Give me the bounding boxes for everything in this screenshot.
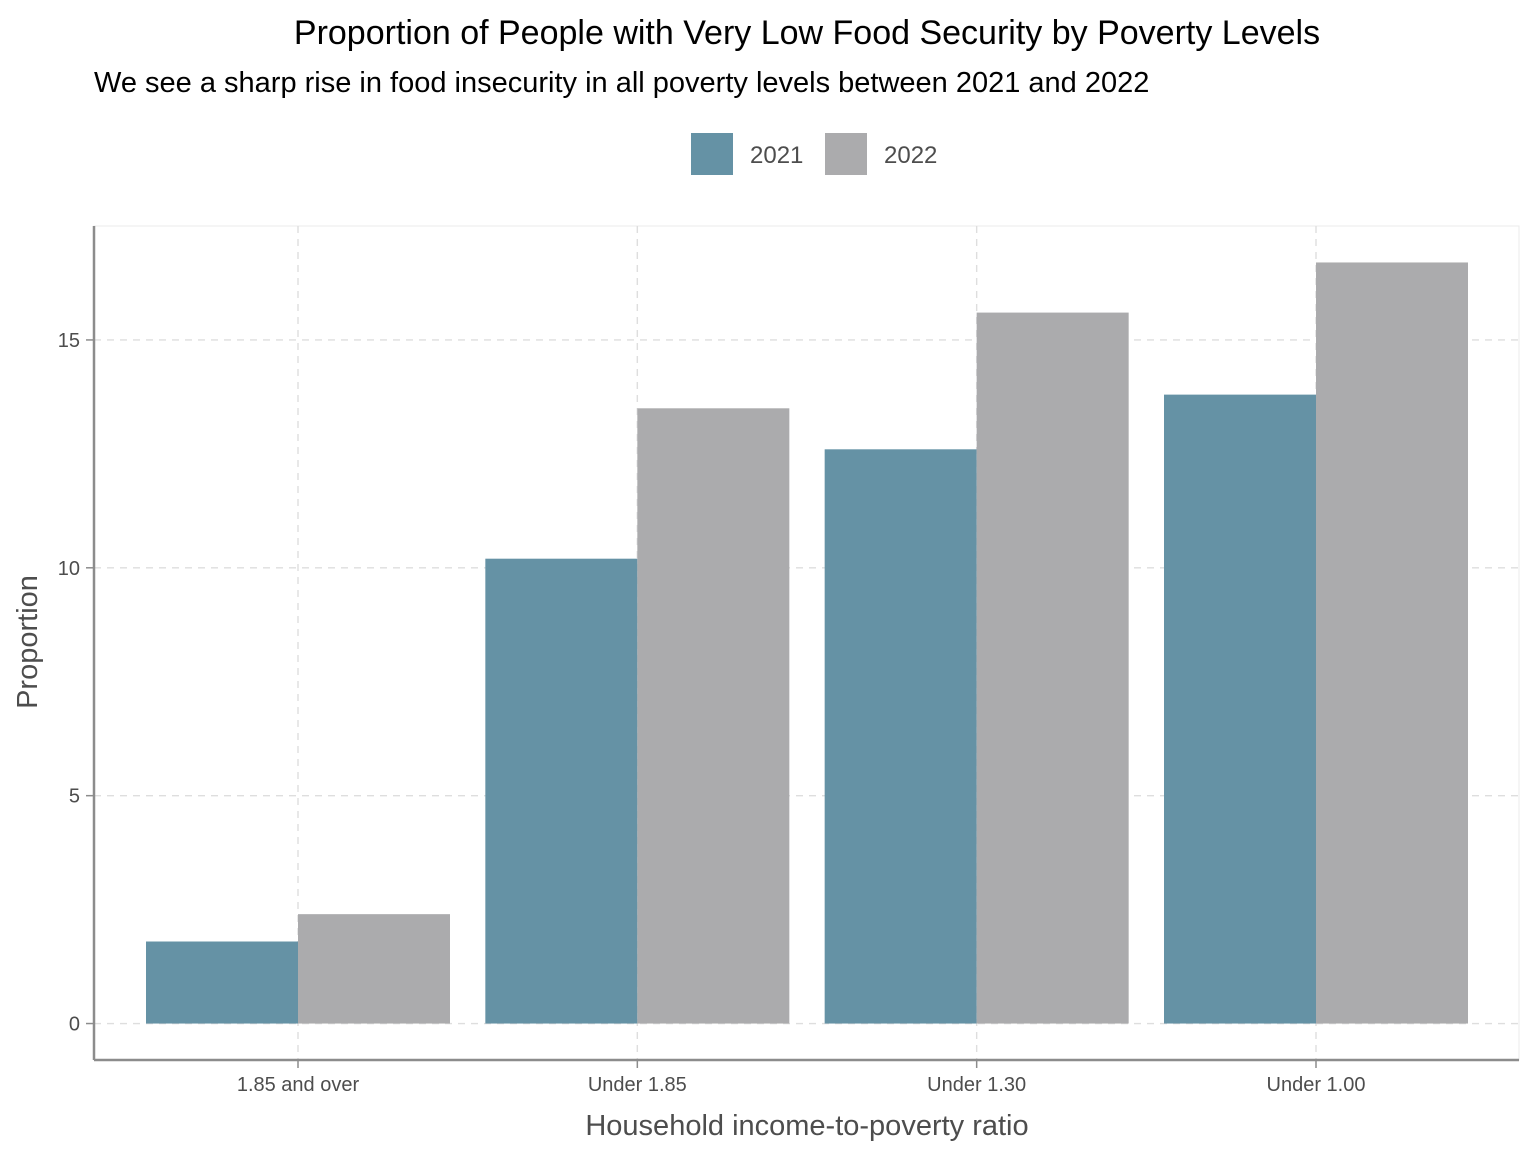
x-tick-label: Under 1.30 [927,1074,1026,1096]
legend: 2021 2022 [691,133,937,175]
x-axis-title: Household income-to-poverty ratio [585,1110,1028,1142]
y-axis-title: Proportion [12,575,44,709]
plot-area: 0 5 10 15 1.85 and over Under 1.85 Under 1.30 U… [58,225,1520,1096]
y-tick-label: 10 [58,558,80,580]
bar-2021-1 [485,558,638,1024]
bar-2022-0 [298,914,450,1024]
bar-2022-2 [976,312,1129,1024]
legend-swatch-2022 [825,133,867,175]
x-tick-label: Under 1.00 [1267,1074,1366,1096]
bar-2022-3 [1316,262,1468,1024]
chart-subtitle: We see a sharp rise in food insecurity i… [94,67,1149,99]
legend-label-2022: 2022 [884,142,937,169]
bar-2022-1 [637,408,790,1024]
x-tick-label: Under 1.85 [588,1074,687,1096]
bar-2021-0 [146,941,298,1024]
y-tick-label: 15 [58,330,80,352]
bar-2021-2 [824,449,977,1024]
legend-label-2021: 2021 [750,142,803,169]
bar-2021-3 [1164,394,1316,1024]
chart-title: Proportion of People with Very Low Food … [294,14,1320,52]
x-tick-label: 1.85 and over [237,1074,360,1096]
y-tick-label: 0 [69,1014,80,1036]
y-tick-label: 5 [69,786,80,808]
legend-swatch-2021 [691,133,733,175]
